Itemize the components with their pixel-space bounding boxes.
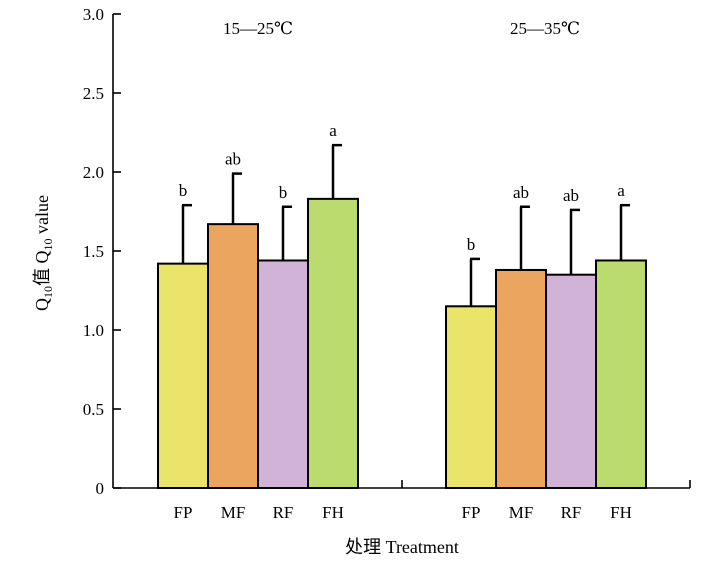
bar-rf [257,259,309,490]
y-label-sub1: 10 [41,286,55,298]
y-tick-label: 3.0 [83,5,104,24]
x-tick-label: MF [221,503,246,522]
significance-label: a [329,121,337,140]
y-tick-label: 0.5 [83,400,104,419]
bar-fh [595,259,647,490]
significance-label: b [279,183,288,202]
error-bars [181,143,630,307]
y-tick-label: 0 [96,479,105,498]
x-tick-label: MF [509,503,534,522]
bar-fp [445,305,497,489]
x-tick-label: RF [273,503,294,522]
x-axis-label: 处理 Treatment [345,537,459,557]
y-label-part3: value [32,195,52,238]
bar-mf [495,268,547,489]
significance-label: ab [225,150,241,169]
y-ticks: 0 0.5 1.0 1.5 2.0 2.5 3.0 [83,5,121,498]
group-label-15-25: 15—25℃ [223,19,293,38]
y-label-part1: Q [32,298,52,311]
y-label-part2: 值 Q [32,250,52,286]
x-tick-label: RF [561,503,582,522]
y-tick-label: 2.0 [83,163,104,182]
y-tick-label: 2.5 [83,84,104,103]
significance-label: ab [513,183,529,202]
significance-label: a [617,181,625,200]
x-tick-labels: FP MF RF FH FP MF RF FH [174,503,632,522]
bar-rf [545,273,597,490]
x-tick-label: FP [174,503,193,522]
y-tick-label: 1.5 [83,242,104,261]
y-axis-label: Q10值 Q10 value [32,195,55,311]
x-tick-label: FP [462,503,481,522]
significance-label: b [467,235,476,254]
group-label-25-35: 25—35℃ [510,19,580,38]
x-tick-label: FH [322,503,344,522]
y-tick-label: 1.0 [83,321,104,340]
y-label-sub2: 10 [41,238,55,250]
x-tick-label: FH [610,503,632,522]
significance-label: ab [563,186,579,205]
significance-label: b [179,181,188,200]
bar-fp [157,262,209,490]
bar-mf [207,223,259,489]
bar-fh [307,197,359,490]
bars [157,197,647,490]
